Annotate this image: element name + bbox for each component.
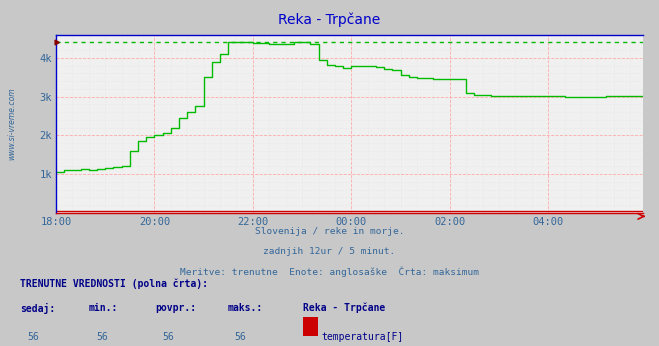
Text: 56: 56 — [162, 332, 174, 342]
Text: 56: 56 — [235, 332, 246, 342]
Text: sedaj:: sedaj: — [20, 303, 55, 314]
Text: Slovenija / reke in morje.: Slovenija / reke in morje. — [255, 227, 404, 236]
Text: min.:: min.: — [89, 303, 119, 313]
Text: 56: 56 — [27, 332, 39, 342]
Text: www.si-vreme.com: www.si-vreme.com — [7, 88, 16, 160]
Text: Reka - Trpčane: Reka - Trpčane — [278, 12, 381, 27]
Text: Reka - Trpčane: Reka - Trpčane — [303, 303, 386, 313]
Text: 56: 56 — [96, 332, 108, 342]
Text: Meritve: trenutne  Enote: anglosaške  Črta: maksimum: Meritve: trenutne Enote: anglosaške Črta… — [180, 267, 479, 277]
Text: maks.:: maks.: — [227, 303, 262, 313]
Text: povpr.:: povpr.: — [155, 303, 196, 313]
Text: temperatura[F]: temperatura[F] — [322, 332, 404, 342]
Text: TRENUTNE VREDNOSTI (polna črta):: TRENUTNE VREDNOSTI (polna črta): — [20, 279, 208, 289]
Text: zadnjih 12ur / 5 minut.: zadnjih 12ur / 5 minut. — [264, 247, 395, 256]
